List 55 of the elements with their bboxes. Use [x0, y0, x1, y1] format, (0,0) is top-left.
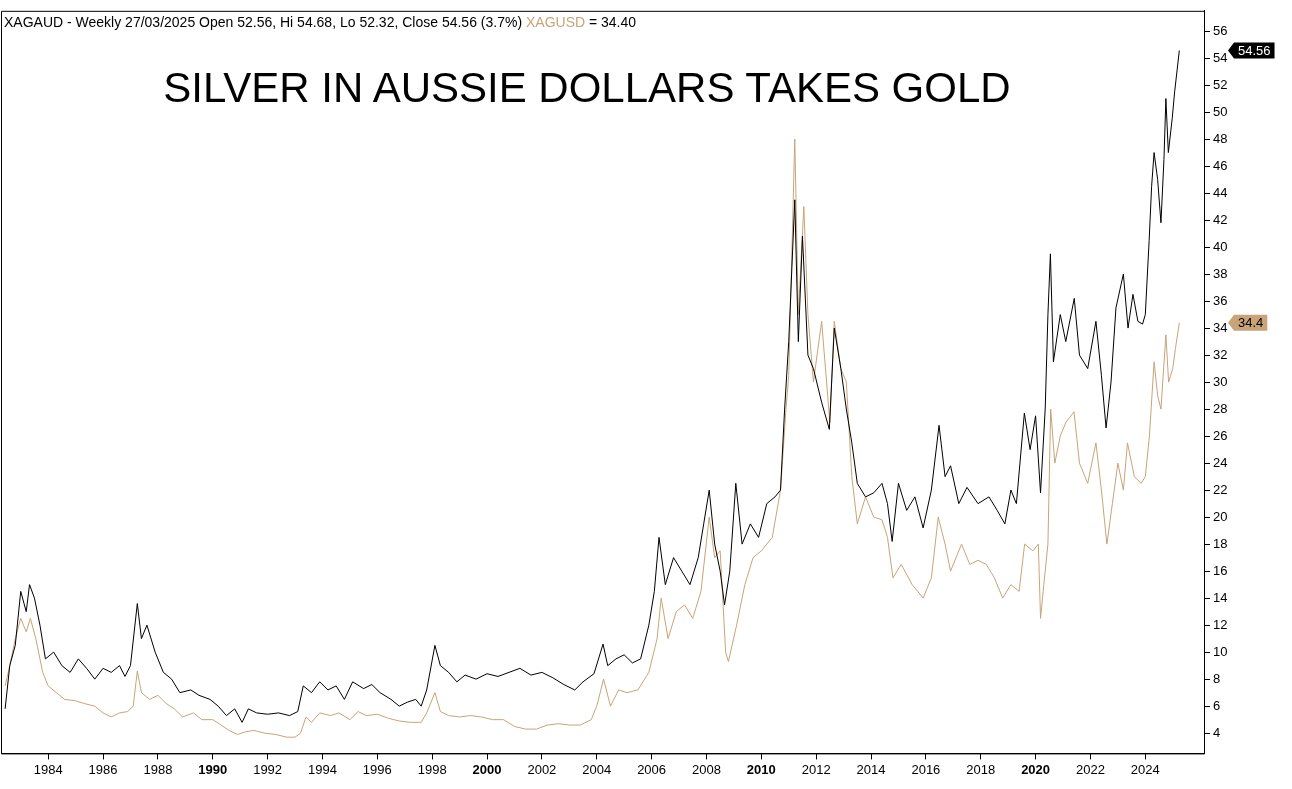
y-tick-label: 50: [1213, 103, 1228, 119]
x-tick-label: 2004: [582, 761, 612, 777]
x-tick-label: 2014: [856, 761, 886, 777]
x-tick-label: 1996: [362, 761, 392, 777]
x-tick-label: 1998: [417, 761, 447, 777]
text: SILVER IN AUSSIE DOLLARS TAKES GOLD: [162, 64, 1012, 112]
y-tick-label: 56: [1213, 22, 1228, 38]
x-tick-label: 1992: [253, 761, 283, 777]
y-tick-label: 32: [1213, 346, 1228, 362]
x-tick-label: 2008: [691, 761, 721, 777]
x-tick-label: 2006: [637, 761, 667, 777]
y-tick-label: 34: [1213, 319, 1228, 335]
x-tick-label: 2000: [472, 761, 502, 777]
x-tick-label: 2010: [746, 761, 776, 777]
x-tick-label: 1990: [198, 761, 228, 777]
y-tick-label: 48: [1213, 130, 1228, 146]
x-tick-label: 2020: [1021, 761, 1051, 777]
y-tick-label: 38: [1213, 265, 1228, 281]
y-tick-label: 12: [1213, 616, 1228, 632]
x-tick-label: 2024: [1130, 761, 1160, 777]
x-tick-label: 2002: [527, 761, 557, 777]
y-tick-label: 42: [1213, 211, 1228, 227]
y-tick-label: 16: [1213, 562, 1228, 578]
y-tick-label: 54: [1213, 49, 1228, 65]
x-tick-label: 2016: [911, 761, 941, 777]
x-tick-label: 2022: [1075, 761, 1105, 777]
y-tick-label: 6: [1213, 697, 1221, 713]
y-tick-label: 10: [1213, 643, 1228, 659]
y-tick-label: 46: [1213, 157, 1228, 173]
chart-subtitle: - Weekly 27/03/2025 Open 52.56, Hi 54.68, Lo 52.32, Close 54.56 (3.7%): [67, 14, 523, 30]
y-tick-label: 24: [1213, 454, 1228, 470]
text: 34.4: [1238, 315, 1264, 331]
x-tick-label: 1994: [308, 761, 337, 777]
annotation: = 34.40: [588, 14, 637, 30]
y-tick-label: 8: [1213, 670, 1221, 686]
y-tick-label: 22: [1213, 481, 1228, 497]
y-tick-label: 44: [1213, 184, 1228, 200]
x-tick-label: 2018: [966, 761, 996, 777]
text: 54.56: [1238, 43, 1271, 59]
text: XAGAUD: [4, 14, 64, 30]
y-tick-label: 40: [1213, 238, 1228, 254]
y-tick-label: 14: [1213, 589, 1228, 605]
y-tick-label: 26: [1213, 427, 1228, 443]
y-tick-label: 20: [1213, 508, 1228, 524]
x-tick-label: 2012: [801, 761, 831, 777]
x-tick-label: 1986: [88, 761, 118, 777]
y-tick-label: 4: [1213, 724, 1221, 740]
y-tick-label: 28: [1213, 400, 1228, 416]
y-tick-label: 36: [1213, 292, 1228, 308]
y-tick-label: 18: [1213, 535, 1228, 551]
y-tick-label: 30: [1213, 373, 1228, 389]
x-tick-label: 1984: [33, 761, 63, 777]
x-tick-label: 1988: [143, 761, 173, 777]
text: XAGUSD: [525, 14, 586, 30]
y-tick-label: 52: [1213, 76, 1228, 92]
